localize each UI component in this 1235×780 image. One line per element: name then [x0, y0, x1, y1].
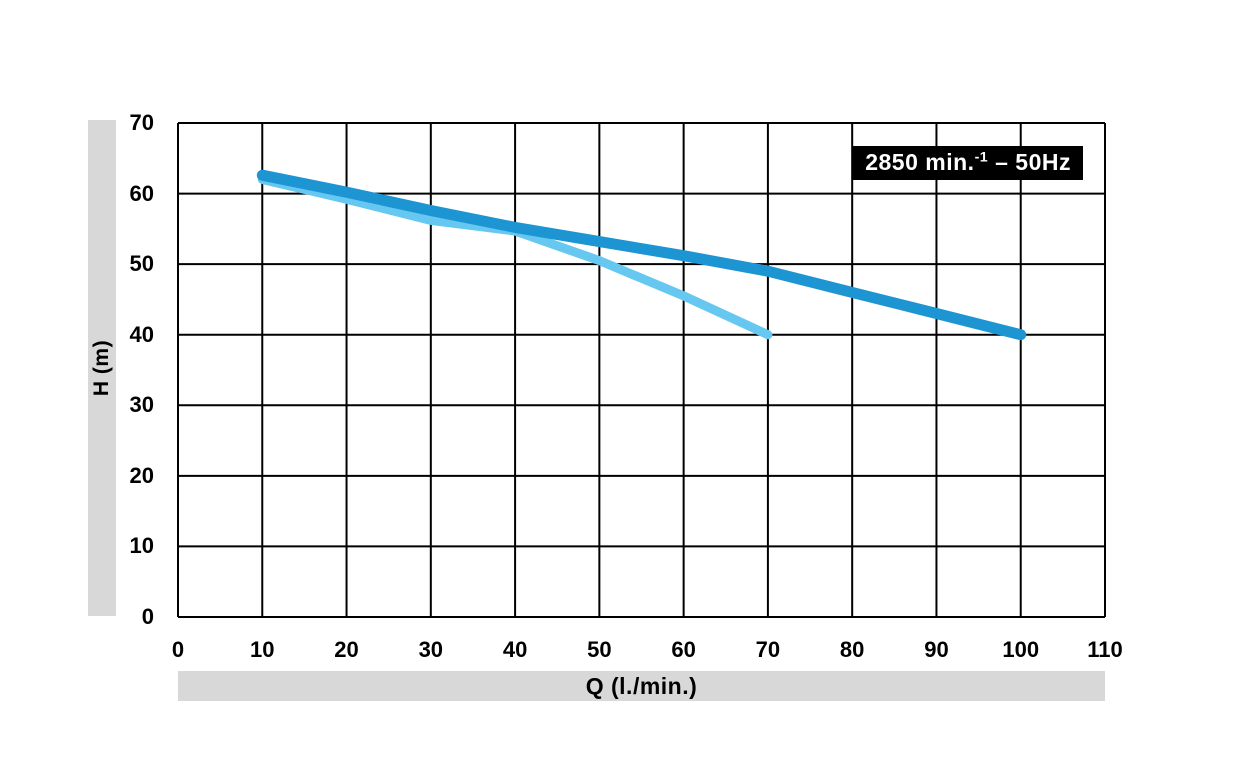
x-tick-label: 110: [1087, 637, 1123, 662]
annotation-exponent: -1: [974, 149, 989, 166]
speed-annotation: 2850 min.-1 – 50Hz: [853, 146, 1083, 180]
pump-curve-dark: [256, 169, 1027, 341]
y-tick-label: 50: [129, 251, 154, 277]
x-tick-label: 10: [250, 637, 275, 662]
x-tick-label: 0: [171, 637, 185, 662]
x-tick-label: 100: [1002, 637, 1040, 662]
x-tick-label: 70: [755, 637, 781, 662]
x-axis-band: Q (l./min.): [178, 671, 1105, 701]
y-tick-label: 40: [129, 321, 154, 347]
x-tick-label: 40: [502, 637, 528, 662]
y-tick-label: 10: [129, 533, 154, 559]
y-tick-label: 30: [129, 392, 154, 418]
y-tick-label: 70: [129, 110, 154, 135]
x-tick-label: 60: [671, 637, 696, 662]
x-axis-label: Q (l./min.): [585, 672, 698, 699]
x-tick-label: 80: [839, 637, 865, 662]
y-tick-label: 0: [141, 604, 154, 629]
x-tick-label: 90: [924, 637, 949, 662]
annotation-prefix: 2850 min.: [865, 149, 975, 175]
annotation-suffix: – 50Hz: [988, 149, 1071, 175]
y-axis-band: H (m): [88, 120, 116, 616]
y-tick-label: 20: [129, 462, 154, 488]
x-tick-label: 20: [334, 637, 359, 662]
x-tick-label: 30: [418, 637, 444, 662]
x-tick-label: 50: [587, 637, 612, 662]
y-tick-label: 60: [129, 180, 154, 206]
